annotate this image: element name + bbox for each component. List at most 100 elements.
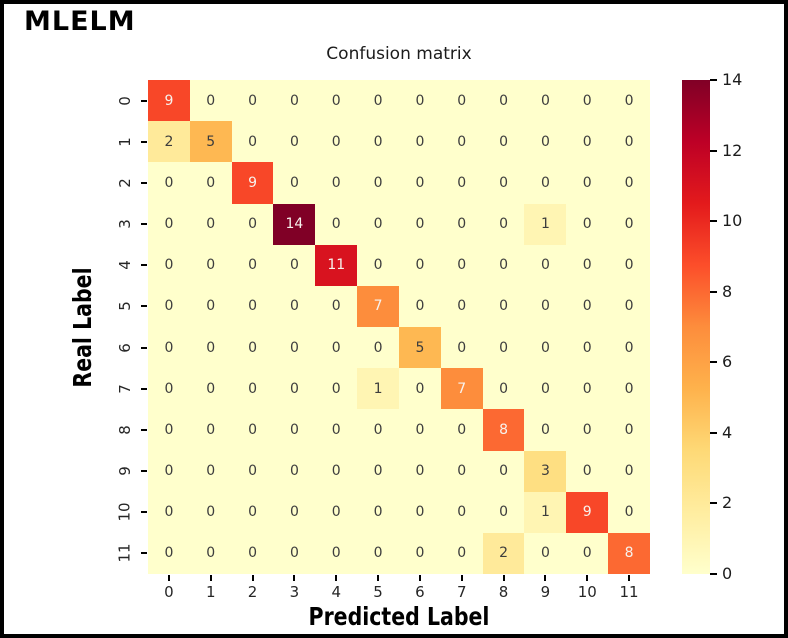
colorbar-tick-label: 14 bbox=[722, 70, 743, 89]
matrix-cell-r7-c8: 0 bbox=[482, 368, 525, 410]
colorbar-tick-label: 2 bbox=[722, 493, 733, 513]
matrix-cell-r11-c4: 0 bbox=[315, 532, 358, 574]
matrix-cell-r5-c8: 0 bbox=[482, 285, 525, 327]
matrix-cell-r1-c6: 0 bbox=[398, 121, 441, 163]
matrix-cell-r7-c1: 0 bbox=[189, 368, 232, 410]
matrix-cell-r10-c7: 0 bbox=[440, 491, 483, 533]
matrix-cell-r8-c5: 0 bbox=[357, 409, 399, 451]
x-tick-label: 0 bbox=[164, 583, 174, 601]
matrix-cell-r3-c5: 0 bbox=[357, 203, 399, 245]
x-axis-label: Predicted Label bbox=[308, 602, 490, 631]
colorbar-tick-mark bbox=[710, 290, 717, 293]
matrix-cell-r1-c5: 0 bbox=[357, 121, 399, 163]
matrix-cell-r2-c5: 0 bbox=[357, 162, 399, 204]
matrix-cell-r1-c4: 0 bbox=[315, 121, 358, 163]
matrix-cell-r9-c9: 3 bbox=[524, 450, 567, 492]
matrix-cell-r7-c11: 0 bbox=[608, 368, 650, 410]
matrix-cell-r7-c3: 0 bbox=[273, 368, 316, 410]
matrix-cell-r4-c2: 0 bbox=[231, 244, 274, 286]
matrix-cell-r2-c10: 0 bbox=[566, 162, 609, 204]
matrix-cell-r0-c6: 0 bbox=[398, 80, 441, 122]
matrix-cell-r11-c9: 0 bbox=[524, 532, 567, 574]
matrix-cell-r6-c8: 0 bbox=[482, 327, 525, 369]
matrix-cell-r10-c10: 9 bbox=[566, 491, 609, 533]
matrix-cell-r8-c3: 0 bbox=[273, 409, 316, 451]
matrix-cell-r8-c0: 0 bbox=[148, 409, 190, 451]
matrix-cell-r11-c5: 0 bbox=[357, 532, 399, 574]
colorbar-tick-mark bbox=[710, 149, 717, 152]
colorbar-tick-mark bbox=[710, 573, 717, 575]
matrix-cell-r4-c11: 0 bbox=[608, 244, 650, 286]
matrix-cell-r9-c11: 0 bbox=[608, 450, 650, 492]
x-tick-label: 5 bbox=[373, 583, 383, 601]
colorbar-tick-label: 6 bbox=[722, 352, 733, 372]
x-tick-label: 8 bbox=[498, 583, 509, 601]
y-tick-label: 2 bbox=[115, 178, 134, 188]
y-tick-label: 8 bbox=[115, 425, 134, 435]
y-tick-mark bbox=[141, 305, 147, 308]
matrix-cell-r4-c1: 0 bbox=[189, 244, 232, 286]
matrix-cell-r1-c7: 0 bbox=[440, 121, 483, 163]
matrix-cell-r3-c7: 0 bbox=[440, 203, 483, 245]
matrix-cell-r0-c10: 0 bbox=[566, 80, 609, 122]
matrix-cell-r0-c2: 0 bbox=[231, 80, 274, 122]
matrix-cell-r4-c8: 0 bbox=[482, 244, 525, 286]
y-tick-mark bbox=[141, 140, 147, 143]
matrix-cell-r7-c2: 0 bbox=[231, 368, 274, 410]
matrix-cell-r4-c4: 11 bbox=[315, 244, 358, 286]
x-tick-mark bbox=[293, 575, 296, 581]
colorbar-tick-mark bbox=[710, 220, 717, 223]
matrix-cell-r8-c10: 0 bbox=[566, 409, 609, 451]
matrix-cell-r3-c0: 0 bbox=[148, 203, 190, 245]
matrix-cell-r10-c4: 0 bbox=[315, 491, 358, 533]
colorbar-tick-mark bbox=[710, 361, 717, 364]
matrix-cell-r2-c9: 0 bbox=[524, 162, 567, 204]
matrix-cell-r7-c10: 0 bbox=[566, 368, 609, 410]
matrix-cell-r6-c9: 0 bbox=[524, 327, 567, 369]
x-tick-mark bbox=[209, 575, 212, 581]
matrix-cell-r7-c5: 1 bbox=[357, 368, 399, 410]
matrix-cell-r3-c11: 0 bbox=[608, 203, 650, 245]
matrix-cell-r8-c2: 0 bbox=[231, 409, 274, 451]
matrix-cell-r3-c3: 14 bbox=[273, 203, 316, 245]
x-tick-mark bbox=[335, 575, 338, 581]
matrix-cell-r4-c9: 0 bbox=[524, 244, 567, 286]
matrix-cell-r10-c6: 0 bbox=[398, 491, 441, 533]
x-tick-label: 11 bbox=[619, 583, 639, 601]
matrix-cell-r2-c2: 9 bbox=[231, 162, 274, 204]
y-tick-label: 6 bbox=[115, 342, 134, 353]
matrix-cell-r0-c3: 0 bbox=[273, 80, 316, 122]
matrix-cell-r5-c9: 0 bbox=[524, 285, 567, 327]
matrix-cell-r1-c3: 0 bbox=[273, 121, 316, 163]
chart-title: Confusion matrix bbox=[326, 44, 472, 64]
matrix-cell-r3-c6: 0 bbox=[398, 203, 441, 245]
matrix-cell-r8-c8: 8 bbox=[482, 409, 525, 451]
matrix-cell-r4-c6: 0 bbox=[398, 244, 441, 286]
y-tick-mark bbox=[141, 264, 147, 267]
x-tick-mark bbox=[418, 575, 421, 581]
matrix-cell-r3-c10: 0 bbox=[566, 203, 609, 245]
y-tick-label: 5 bbox=[115, 301, 134, 312]
matrix-cell-r9-c7: 0 bbox=[440, 450, 483, 492]
matrix-cell-r0-c1: 0 bbox=[189, 80, 232, 122]
matrix-cell-r10-c8: 0 bbox=[482, 491, 525, 533]
y-tick-label: 7 bbox=[115, 383, 134, 394]
matrix-cell-r10-c9: 1 bbox=[524, 491, 567, 533]
matrix-cell-r3-c2: 0 bbox=[231, 203, 274, 245]
x-tick-mark bbox=[544, 575, 547, 581]
matrix-cell-r0-c11: 0 bbox=[608, 80, 650, 122]
matrix-cell-r1-c11: 0 bbox=[608, 121, 650, 163]
model-label: MLELM bbox=[24, 6, 136, 37]
matrix-cell-r4-c10: 0 bbox=[566, 244, 609, 286]
matrix-cell-r1-c9: 0 bbox=[524, 121, 567, 163]
matrix-cell-r10-c5: 0 bbox=[357, 491, 399, 533]
matrix-cell-r10-c2: 0 bbox=[231, 491, 274, 533]
matrix-cell-r2-c8: 0 bbox=[482, 162, 525, 204]
matrix-cell-r7-c6: 0 bbox=[398, 368, 441, 410]
colorbar-tick-mark bbox=[710, 502, 717, 505]
x-tick-label: 6 bbox=[415, 583, 425, 601]
x-tick-mark bbox=[167, 575, 170, 581]
matrix-cell-r1-c8: 0 bbox=[482, 121, 525, 163]
matrix-cell-r9-c6: 0 bbox=[398, 450, 441, 492]
matrix-cell-r0-c5: 0 bbox=[357, 80, 399, 122]
